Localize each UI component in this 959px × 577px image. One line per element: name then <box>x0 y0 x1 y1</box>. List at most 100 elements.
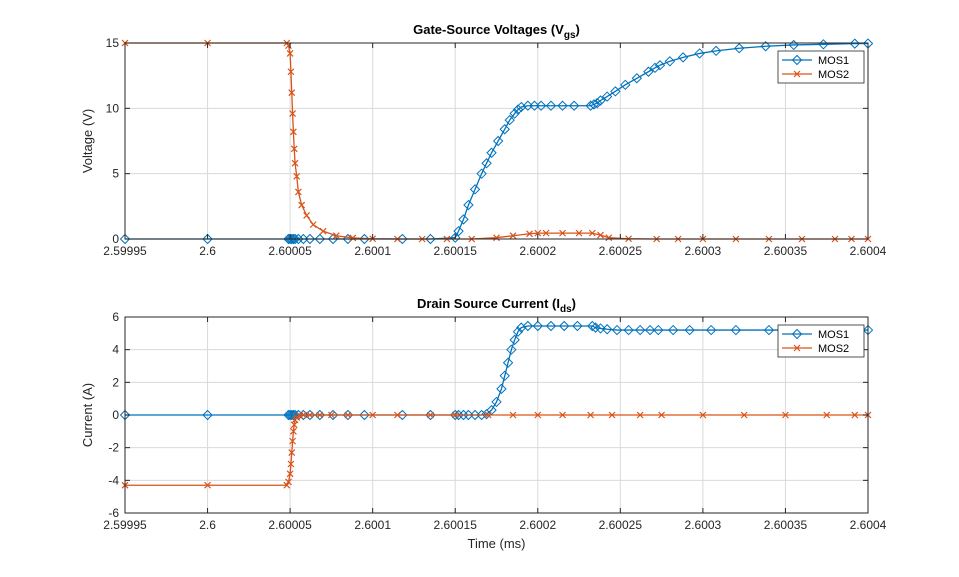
data-point-mos1 <box>499 370 510 382</box>
data-point-mos2 <box>319 227 327 235</box>
x-tick-label: 2.59995 <box>103 244 147 258</box>
x-tick-label: 2.6004 <box>850 518 887 532</box>
data-point-mos1 <box>506 344 517 355</box>
data-point-mos2 <box>291 159 299 167</box>
data-point-mos2 <box>542 229 550 237</box>
data-point-mos1 <box>677 52 689 63</box>
data-point-mos2 <box>526 230 533 238</box>
x-tick-label: 2.60035 <box>764 518 808 532</box>
data-point-mos2 <box>740 411 748 419</box>
data-point-mos1 <box>458 409 469 421</box>
data-point-mos1 <box>289 233 301 245</box>
x-tick-label: 2.60035 <box>764 244 808 258</box>
y-tick-label: -6 <box>108 506 119 520</box>
data-point-mos1 <box>327 233 339 245</box>
data-point-mos2 <box>588 229 596 237</box>
data-point-mos1 <box>610 86 621 97</box>
data-point-mos2 <box>290 145 298 153</box>
legend-label-mos1: MOS1 <box>818 329 849 341</box>
data-point-mos2 <box>575 229 583 237</box>
x-tick-label: 2.6003 <box>685 518 722 532</box>
data-point-mos1 <box>284 233 296 245</box>
legend-marker <box>791 328 803 340</box>
data-point-mos2 <box>369 411 377 419</box>
current-plot: 2.59995 2.6 2.60005 2.6001 2.60015 2.6002 2.60… <box>80 296 887 551</box>
data-point-mos1 <box>499 124 510 135</box>
data-point-mos1 <box>592 97 603 109</box>
data-point-mos2 <box>484 411 492 419</box>
data-point-mos1 <box>496 383 507 395</box>
data-point-mos1 <box>463 199 474 211</box>
data-point-mos1 <box>359 233 370 245</box>
data-point-mos2 <box>204 481 211 489</box>
data-point-mos1 <box>476 168 487 179</box>
x-tick-label: 2.6001 <box>354 518 391 532</box>
data-point-mos2 <box>289 110 297 117</box>
data-point-mos1 <box>653 324 664 336</box>
data-point-mos2 <box>306 411 314 419</box>
data-point-mos1 <box>202 409 213 421</box>
data-point-mos1 <box>705 324 717 336</box>
data-point-mos2 <box>636 411 644 419</box>
data-point-mos1 <box>476 409 487 421</box>
data-point-mos1 <box>730 324 742 336</box>
data-point-mos1 <box>601 91 613 102</box>
x-tick-label: 2.60005 <box>268 244 312 258</box>
data-point-mos1 <box>342 409 354 421</box>
legend-marker <box>793 344 801 352</box>
data-point-mos2 <box>427 411 434 419</box>
legend-label-mos2: MOS2 <box>818 69 849 81</box>
chart-title-subscript: gs <box>564 30 576 41</box>
data-point-mos1 <box>284 409 296 421</box>
data-point-mos1 <box>509 334 520 346</box>
data-point-mos1 <box>664 56 676 67</box>
chart-title-end: ) <box>572 296 576 311</box>
data-point-mos1 <box>486 147 497 158</box>
data-point-mos1 <box>532 320 543 332</box>
x-axis-label: Time (ms) <box>467 536 525 551</box>
data-point-mos1 <box>481 158 492 169</box>
data-point-mos1 <box>611 324 623 336</box>
data-point-mos1 <box>314 233 326 245</box>
y-tick-label: 10 <box>106 101 120 115</box>
data-point-mos1 <box>491 396 502 408</box>
data-point-mos2 <box>298 201 306 209</box>
data-point-mos1 <box>654 60 666 71</box>
voltage-plot: 2.59995 2.6 2.60005 2.6001 2.60015 2.6002 2.60… <box>80 22 887 258</box>
legend-marker <box>793 70 801 78</box>
data-point-mos2 <box>288 89 296 97</box>
data-point-mos2 <box>289 437 297 445</box>
chart-title-text: Drain Source Current (I <box>417 296 560 311</box>
data-point-mos1 <box>763 324 775 336</box>
y-tick-label: 15 <box>106 36 120 50</box>
y-tick-label: -4 <box>108 473 119 487</box>
data-point-mos1 <box>509 108 520 119</box>
data-point-mos1 <box>623 324 634 336</box>
data-point-mos1 <box>502 357 514 368</box>
data-point-mos1 <box>684 324 695 336</box>
x-tick-label: 2.6003 <box>685 244 722 258</box>
data-point-mos1 <box>516 322 527 333</box>
data-point-mos2 <box>289 128 297 136</box>
data-point-mos1 <box>644 324 656 336</box>
data-point-mos2 <box>287 68 295 76</box>
legend: MOS1 MOS2 <box>777 324 865 358</box>
data-point-mos1 <box>504 114 515 126</box>
data-point-mos2 <box>283 481 291 489</box>
legend-box <box>777 50 865 84</box>
y-tick-label: -2 <box>108 441 119 455</box>
data-point-mos2 <box>293 172 301 180</box>
data-point-mos1 <box>572 320 583 332</box>
legend-label-mos2: MOS2 <box>818 343 849 355</box>
data-point-mos1 <box>293 233 304 245</box>
data-point-mos1 <box>760 41 771 52</box>
y-tick-label: 2 <box>112 375 119 389</box>
data-point-mos1 <box>545 320 557 332</box>
data-point-mos2 <box>493 234 500 242</box>
data-point-mos2 <box>597 231 604 239</box>
data-point-mos2 <box>509 232 517 240</box>
x-tick-label: 2.60025 <box>599 244 643 258</box>
data-point-mos2 <box>699 411 707 419</box>
data-point-mos1 <box>595 323 606 334</box>
